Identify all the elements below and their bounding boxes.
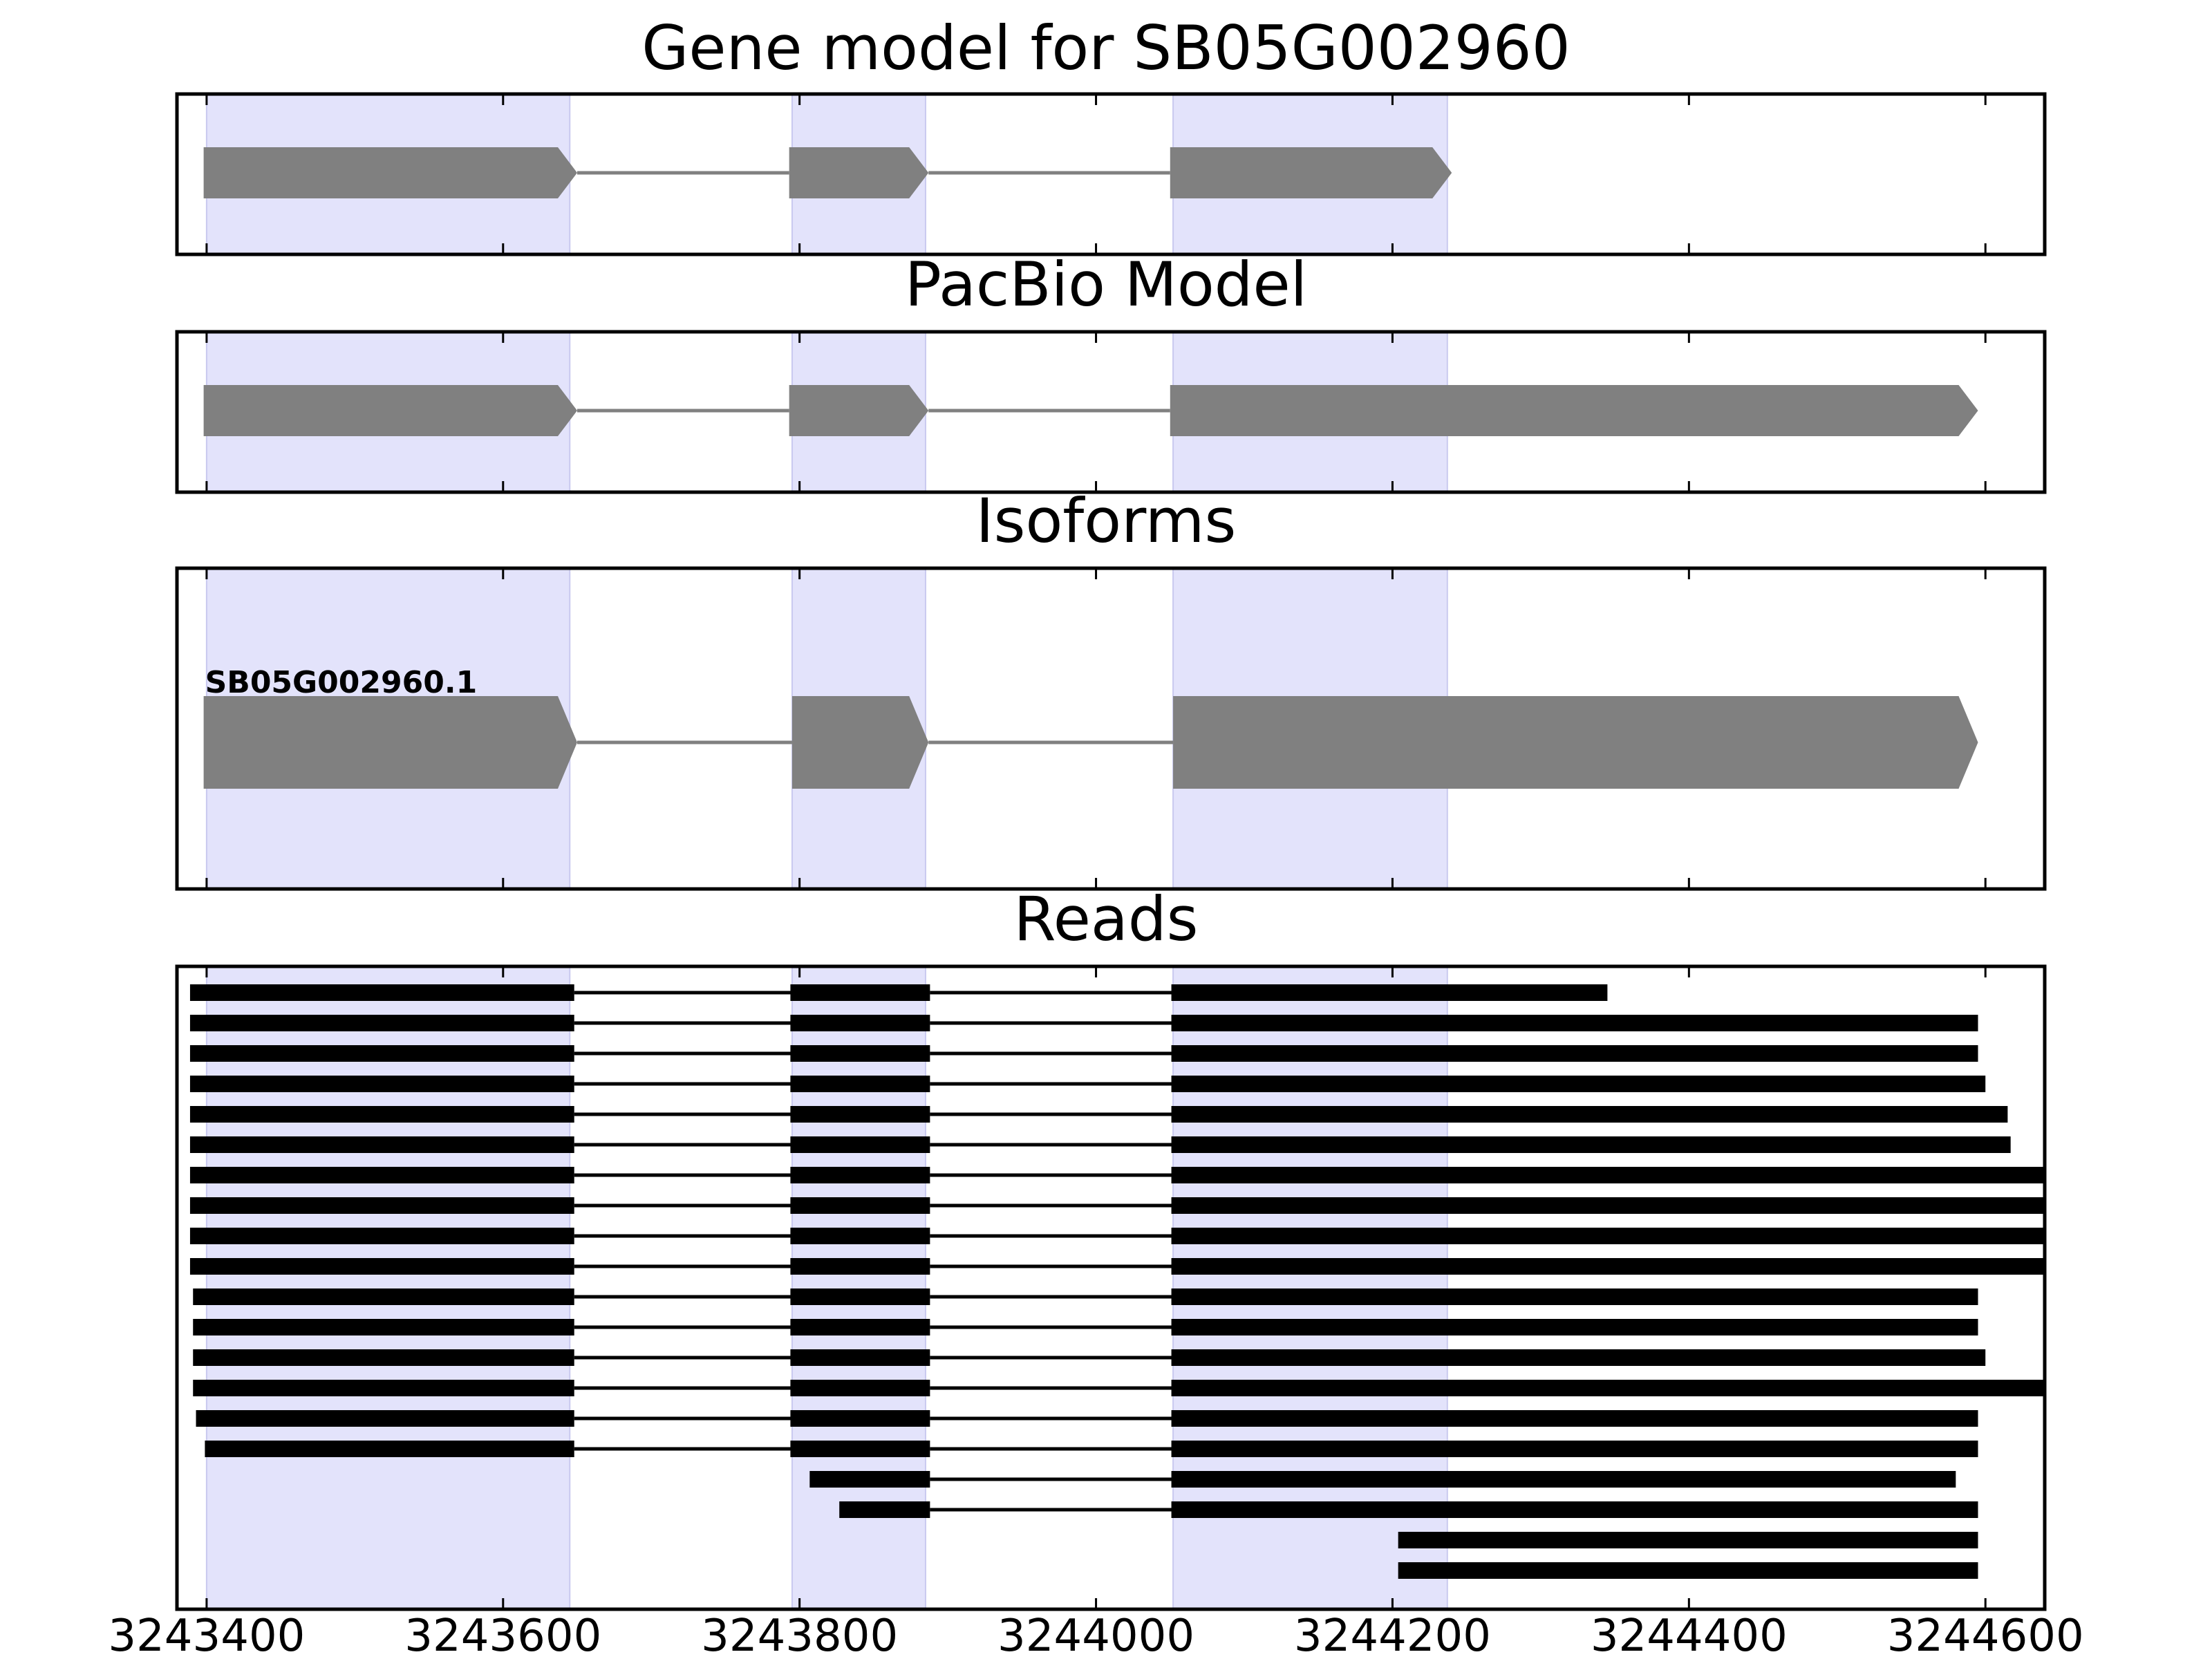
x-tick-label: 3243400: [108, 1611, 305, 1659]
read-segment: [1173, 1288, 1978, 1305]
read-segment: [791, 1228, 930, 1244]
read-segment: [1173, 1349, 1986, 1366]
read-segment: [791, 1380, 930, 1396]
read-segment: [194, 1349, 574, 1366]
read-segment: [191, 1136, 574, 1153]
read-segment: [1173, 1258, 2045, 1275]
exon-block: [791, 696, 929, 789]
read-segment: [191, 1015, 574, 1031]
read-segment: [1173, 1228, 2045, 1244]
read-segment: [791, 1076, 930, 1092]
exon-block: [1173, 696, 1978, 789]
read-segment: [191, 1106, 574, 1123]
exon-block: [1170, 385, 1978, 436]
exon-block: [1170, 147, 1452, 198]
read-segment: [791, 1167, 930, 1183]
read-segment: [191, 1167, 574, 1183]
x-tick-label: 3244600: [1887, 1611, 2084, 1659]
read-segment: [1400, 1532, 1978, 1548]
exon-block: [789, 385, 929, 436]
read-segment: [1173, 1106, 2008, 1123]
panel-title-pacbio-model: PacBio Model: [905, 249, 1307, 320]
read-segment: [791, 1319, 930, 1335]
read-segment: [1173, 1410, 1978, 1427]
read-segment: [791, 1349, 930, 1366]
panel-frame: [175, 964, 2047, 1611]
read-segment: [191, 1045, 574, 1062]
read-segment: [1173, 1471, 1956, 1488]
read-segment: [198, 1410, 574, 1427]
read-segment: [194, 1288, 574, 1305]
read-segment: [1173, 1501, 1978, 1518]
x-tick-label: 3243800: [701, 1611, 898, 1659]
read-segment: [191, 1228, 574, 1244]
panel-title-gene-model: Gene model for SB05G002960: [641, 12, 1571, 84]
highlight-region: [205, 966, 571, 1610]
x-tick-label: 3243600: [404, 1611, 601, 1659]
read-segment: [1173, 1015, 1978, 1031]
read-segment: [194, 1319, 574, 1335]
read-segment: [1400, 1562, 1978, 1579]
x-tick-label: 3244200: [1294, 1611, 1491, 1659]
read-segment: [1173, 984, 1608, 1001]
read-segment: [191, 1076, 574, 1092]
read-segment: [811, 1471, 930, 1488]
read-segment: [206, 1441, 574, 1457]
plot-layer: [175, 92, 2047, 1611]
read-segment: [194, 1380, 574, 1396]
read-segment: [1173, 1167, 2045, 1183]
panel-frame: [175, 92, 2047, 256]
read-segment: [791, 1015, 930, 1031]
read-segment: [1173, 1441, 1978, 1457]
x-axis-tick-labels: 3243400 3243600 3243800 3244000 3244200 …: [108, 1611, 2083, 1659]
x-tick-label: 3244000: [997, 1611, 1194, 1659]
panel-frame: [175, 330, 2047, 494]
panel-title-isoforms: Isoforms: [976, 485, 1237, 556]
read-segment: [1173, 1319, 1978, 1335]
read-segment: [191, 1258, 574, 1275]
read-segment: [791, 984, 930, 1001]
panel-frame: [175, 566, 2047, 891]
read-segment: [791, 1045, 930, 1062]
read-segment: [791, 1197, 930, 1214]
read-segment: [191, 984, 574, 1001]
x-tick-label: 3244400: [1591, 1611, 1788, 1659]
read-segment: [791, 1410, 930, 1427]
exon-block: [203, 385, 578, 436]
read-segment: [791, 1441, 930, 1457]
read-segment: [791, 1106, 930, 1123]
read-segment: [1173, 1197, 2045, 1214]
exon-block: [789, 147, 929, 198]
read-segment: [1173, 1076, 1986, 1092]
read-segment: [1173, 1380, 2045, 1396]
exon-block: [203, 147, 578, 198]
read-segment: [791, 1288, 930, 1305]
panel-title-reads: Reads: [1014, 883, 1199, 955]
read-segment: [1173, 1136, 2011, 1153]
read-segment: [191, 1197, 574, 1214]
read-segment: [791, 1258, 930, 1275]
read-segment: [1173, 1045, 1978, 1062]
isoform-label: SB05G002960.1: [205, 665, 478, 700]
read-segment: [791, 1136, 930, 1153]
read-segment: [841, 1501, 930, 1518]
exon-block: [203, 696, 578, 789]
